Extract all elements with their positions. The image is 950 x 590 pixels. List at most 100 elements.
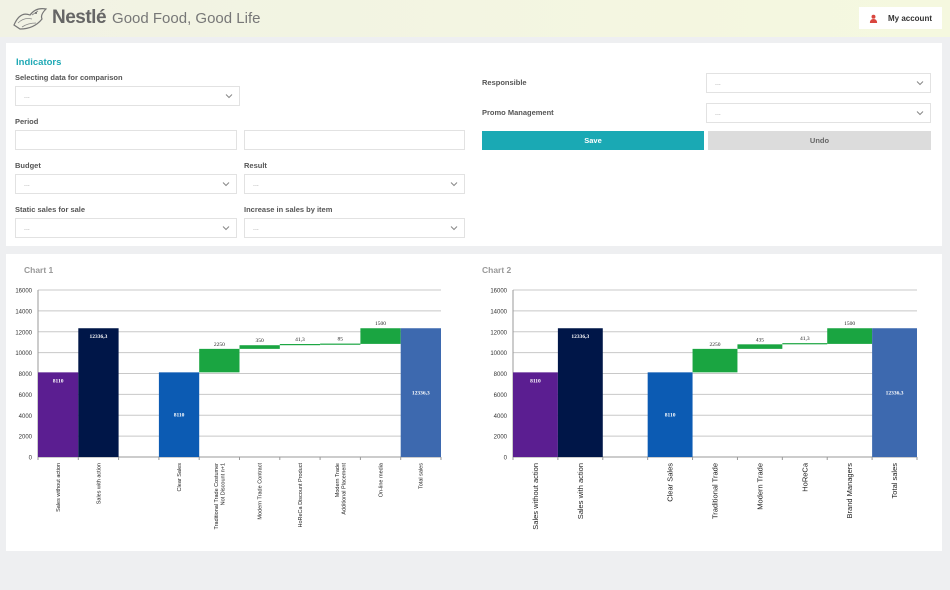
x-category-label: Sales without action: [56, 463, 62, 512]
brand-slogan: Good Food, Good Life: [112, 9, 261, 27]
y-tick-label: 0: [29, 456, 33, 462]
bar-data-label: 1500: [844, 321, 855, 327]
y-tick-label: 10000: [15, 351, 32, 357]
chevron-down-icon: [916, 111, 924, 116]
budget-select[interactable]: ...: [15, 174, 237, 194]
period-to-input[interactable]: [244, 130, 465, 150]
user-icon: [869, 14, 878, 23]
x-category-label: Modern Trade: [335, 463, 341, 497]
bar-data-label: 12336,3: [90, 334, 108, 340]
waterfall-bar: [239, 345, 280, 349]
y-tick-label: 4000: [19, 414, 33, 420]
y-tick-label: 16000: [490, 289, 507, 295]
x-category-label: Modern Trade: [755, 463, 764, 510]
y-tick-label: 14000: [490, 309, 507, 315]
bar-data-label: 12336,3: [571, 334, 589, 340]
x-category-label: Sales with action: [96, 463, 102, 504]
result-select[interactable]: ...: [244, 174, 465, 194]
increase-sales-label: Increase in sales by item: [244, 205, 333, 214]
static-sales-select[interactable]: ...: [15, 218, 237, 238]
responsible-label: Responsible: [482, 78, 527, 87]
period-label: Period: [15, 117, 39, 126]
bar-data-label: 41,3: [800, 336, 810, 342]
promo-management-value: ...: [715, 110, 721, 117]
increase-sales-select[interactable]: ...: [244, 218, 465, 238]
result-value: ...: [253, 181, 259, 188]
chevron-down-icon: [450, 226, 458, 231]
nestle-logo[interactable]: Nestlé Good Food, Good Life: [12, 5, 260, 31]
bar-data-label: 12336,3: [886, 391, 904, 397]
bar-data-label: 8110: [530, 378, 541, 384]
x-category-label: Brand Managers: [845, 463, 854, 519]
charts-panel: Chart 1 Chart 2 0 2000 4000 6000 8000 10000 12…: [6, 254, 942, 551]
promo-management-label: Promo Management: [482, 108, 554, 117]
waterfall-bar: [199, 348, 240, 373]
x-category-label: Additional Placement: [341, 463, 347, 515]
budget-value: ...: [24, 181, 30, 188]
chevron-down-icon: [225, 94, 233, 99]
bar-data-label: 8110: [665, 413, 676, 419]
x-category-label: Total sales: [419, 463, 425, 489]
chevron-down-icon: [450, 182, 458, 187]
y-tick-label: 8000: [494, 372, 508, 378]
x-category-label: Traditional Trade Costumer: [214, 463, 220, 530]
bar-data-label: 1500: [375, 321, 386, 327]
brand-name: Nestlé: [52, 7, 107, 28]
my-account-label: My account: [887, 13, 932, 23]
chart-2-title: Chart 2: [482, 265, 512, 275]
bar-data-label: 12336,3: [412, 391, 430, 397]
waterfall-bar: [827, 328, 873, 344]
waterfall-bar: [158, 372, 200, 457]
y-tick-label: 14000: [15, 309, 32, 315]
waterfall-bar: [78, 328, 119, 457]
chevron-down-icon: [222, 226, 230, 231]
waterfall-bar: [360, 328, 401, 344]
bar-data-label: 350: [256, 338, 265, 344]
save-button[interactable]: Save: [482, 131, 704, 150]
chart-1-title: Chart 1: [24, 265, 54, 275]
indicators-title: Indicators: [16, 57, 62, 68]
x-category-label: HoReCa: [800, 462, 809, 492]
bar-data-label: 8110: [174, 413, 185, 419]
y-tick-label: 10000: [490, 351, 507, 357]
x-category-label: Traditional Trade: [711, 463, 720, 519]
selecting-data-value: ...: [24, 93, 30, 100]
x-category-label: Sales without action: [531, 463, 540, 530]
y-tick-label: 12000: [15, 330, 32, 336]
static-sales-value: ...: [24, 225, 30, 232]
x-category-label: Modern Trade Contract: [257, 463, 263, 520]
waterfall-bar: [320, 343, 361, 345]
bar-data-label: 435: [756, 337, 765, 343]
nest-birds-icon: [13, 8, 48, 30]
waterfall-charts: 0 2000 4000 6000 8000 10000 12000 14000 16000 Sal…: [15, 289, 918, 530]
period-from-input[interactable]: [15, 130, 237, 150]
x-category-label: Sales with action: [576, 463, 585, 519]
waterfall-bar: [872, 328, 917, 457]
my-account-button[interactable]: My account: [858, 7, 942, 29]
waterfall-bar: [557, 328, 603, 457]
indicators-panel: Indicators Selecting data for comparison…: [6, 43, 942, 246]
bar-data-label: 41,3: [295, 337, 305, 343]
x-category-label: Clear Sales: [666, 463, 675, 502]
selecting-data-select[interactable]: ...: [15, 86, 240, 106]
x-category-label: On-line media: [378, 462, 384, 497]
waterfall-bar: [782, 343, 828, 345]
y-tick-label: 16000: [15, 289, 32, 295]
y-tick-label: 6000: [494, 393, 508, 399]
increase-sales-value: ...: [253, 225, 259, 232]
bar-data-label: 2250: [710, 342, 721, 348]
undo-button[interactable]: Undo: [708, 131, 931, 150]
x-category-label: Total sales: [890, 463, 899, 499]
waterfall-bar: [647, 372, 693, 457]
y-tick-label: 2000: [19, 435, 33, 441]
waterfall-bar: [513, 372, 558, 457]
top-bar: Nestlé Good Food, Good Life My account: [0, 0, 950, 37]
bar-data-label: 85: [338, 337, 344, 343]
x-category-label: Not Discount n+1: [220, 463, 226, 505]
bar-data-label: 2250: [214, 342, 225, 348]
chevron-down-icon: [916, 81, 924, 86]
promo-management-select[interactable]: ...: [706, 103, 931, 123]
waterfall-bar: [692, 348, 738, 373]
x-category-label: Clear Sales: [177, 463, 183, 492]
responsible-select[interactable]: ...: [706, 73, 931, 93]
